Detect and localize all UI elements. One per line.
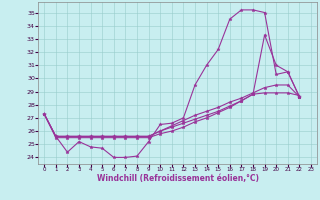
X-axis label: Windchill (Refroidissement éolien,°C): Windchill (Refroidissement éolien,°C) xyxy=(97,174,259,183)
